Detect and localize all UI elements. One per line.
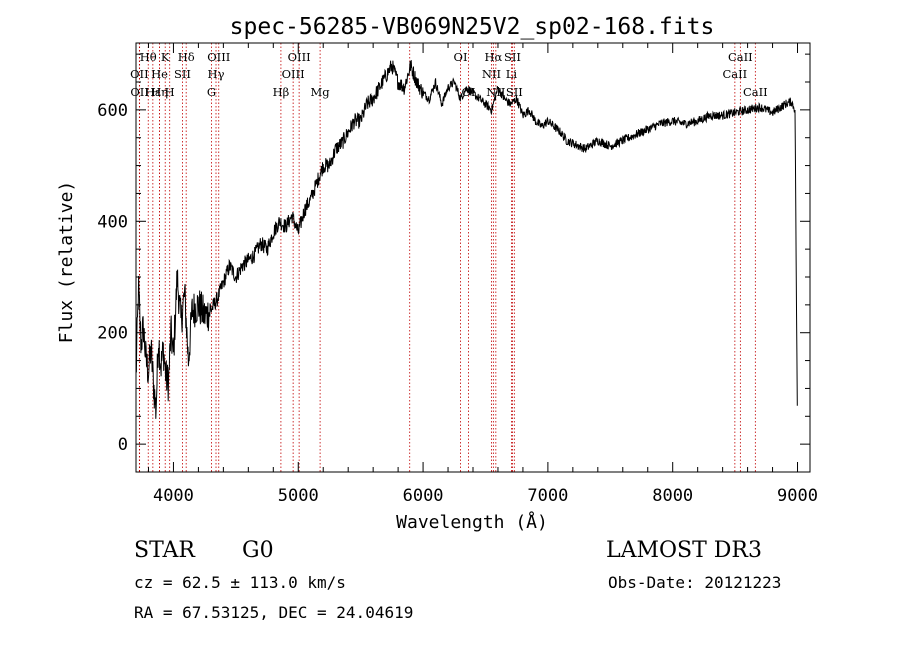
x-tick-label: 4000 [153,486,194,506]
object-subclass: G0 [242,538,274,563]
line-marker-label: H [165,85,175,99]
line-marker-label: Li [506,67,518,81]
plot-frame [135,42,811,473]
line-marker-label: CaII [743,85,768,99]
y-tick-label: 400 [97,212,128,232]
x-tick-label: 8000 [652,486,693,506]
line-marker-label: SII [174,67,191,81]
line-marker-label: CaII [722,67,747,81]
line-marker-label: Hθ [140,50,157,64]
line-marker-label: OIII [282,67,305,81]
line-marker-label: Hβ [273,85,290,99]
line-marker-label: OIII [288,50,311,64]
line-marker-label: SII [506,85,523,99]
line-marker-label: CaII [728,50,753,64]
x-axis-ticks: 4000 5000 6000 7000 8000 9000 [147,43,818,506]
flux-series-line [135,60,798,419]
y-tick-label: 600 [97,101,128,121]
x-tick-label: 5000 [278,486,319,506]
coordinates: RA = 67.53125, DEC = 24.04619 [134,603,414,622]
x-axis-label: Wavelength (Å) [396,511,548,533]
redshift-readout: cz = 62.5 ± 113.0 km/s [134,573,346,592]
line-marker-label: Mg [311,85,331,99]
y-axis-label: Flux (relative) [56,181,77,344]
line-marker-label: K [161,50,170,64]
line-marker-label: OIII [207,50,230,64]
y-tick-label: 200 [97,324,128,344]
object-class: STAR [134,538,195,563]
x-tick-label: 9000 [777,486,818,506]
line-marker-label: Hε [145,85,161,99]
line-marker-label: Hη [151,85,168,99]
line-markers [138,43,756,472]
line-marker-label: SII [504,50,521,64]
line-marker-label: Hγ [208,67,225,81]
survey-label: LAMOST DR3 [606,538,762,563]
line-marker-label: Hα [484,50,502,64]
line-marker-label: NII [482,67,501,81]
line-marker-label: G [207,85,216,99]
y-axis-ticks: 0 200 400 600 [97,53,810,455]
y-tick-label: 0 [118,435,128,455]
line-marker-label: Hδ [178,50,195,64]
line-marker-label: OI [454,50,468,64]
obs-date: Obs-Date: 20121223 [608,573,782,592]
x-tick-label: 7000 [527,486,568,506]
line-marker-label: OII [130,67,149,81]
chart-title: spec-56285-VB069N25V2_sp02-168.fits [230,14,715,40]
line-marker-label: He [151,67,168,81]
line-marker-label: OII [130,85,149,99]
x-tick-label: 6000 [403,486,444,506]
